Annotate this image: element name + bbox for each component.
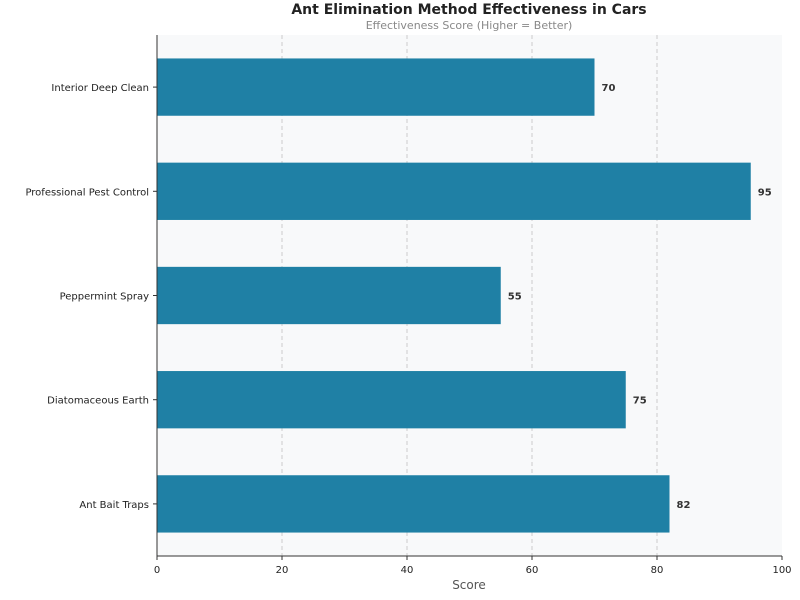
x-tick-label: 60 (526, 565, 539, 576)
x-tick-label: 0 (154, 565, 160, 576)
data-label: 75 (633, 396, 647, 407)
bar (157, 475, 670, 533)
y-tick-label: Ant Bait Traps (79, 500, 149, 511)
y-tick-label: Peppermint Spray (60, 292, 150, 303)
data-label: 55 (508, 292, 522, 303)
x-axis-label: Score (452, 578, 486, 592)
data-label: 82 (677, 500, 691, 511)
y-tick-label: Professional Pest Control (25, 187, 149, 198)
data-label: 95 (758, 187, 772, 198)
bar (157, 266, 501, 325)
x-tick-label: 80 (651, 565, 664, 576)
chart-title: Ant Elimination Method Effectiveness in … (291, 2, 646, 18)
y-tick-label: Interior Deep Clean (51, 83, 149, 94)
bar (157, 371, 626, 429)
y-tick-label: Diatomaceous Earth (47, 396, 149, 407)
bar (157, 162, 751, 220)
bar (157, 58, 595, 116)
x-tick-label: 20 (276, 565, 289, 576)
x-tick-label: 100 (772, 565, 791, 576)
data-label: 70 (602, 83, 616, 94)
chart-subtitle: Effectiveness Score (Higher = Better) (366, 19, 573, 32)
x-tick-label: 40 (401, 565, 414, 576)
